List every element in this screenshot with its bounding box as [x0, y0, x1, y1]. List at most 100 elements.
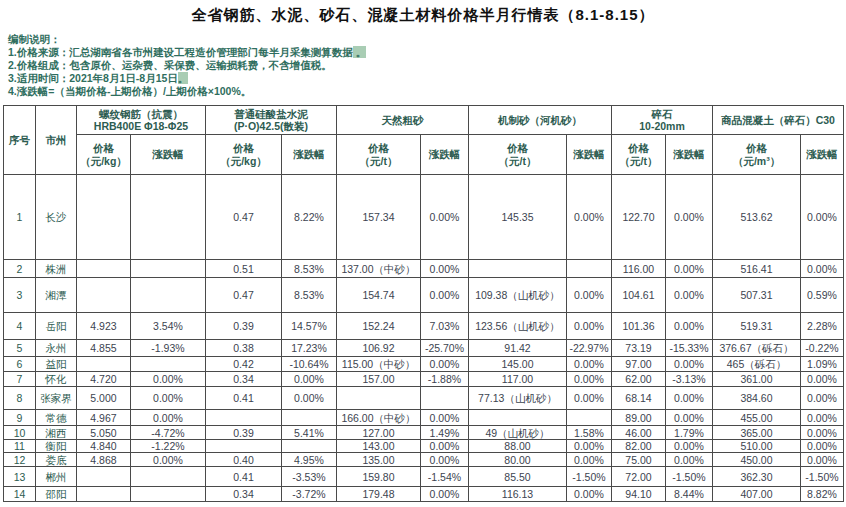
change-cell: -4.72% — [131, 426, 206, 440]
price-cell: 117.00 — [469, 372, 567, 387]
price-column-header: 价格（元/m³） — [713, 135, 801, 175]
change-column-header: 涨跌幅 — [567, 135, 612, 175]
table-row: 6益阳0.42-10.64%115.00（中砂）0.00%145.000.00%… — [4, 357, 844, 372]
price-cell: 89.00 — [612, 410, 666, 426]
price-cell: 519.31 — [713, 313, 801, 340]
table-header: 序号市州螺纹钢筋（抗震）HRB400E Φ18-Φ25普通硅酸盐水泥(P·O)4… — [4, 106, 844, 175]
material-group-title-line: 天然粗砂 — [382, 114, 424, 126]
price-cell: 407.00 — [713, 487, 801, 502]
price-cell: 145.00 — [469, 357, 567, 372]
row-number-cell: 14 — [4, 487, 36, 502]
price-cell — [469, 410, 567, 426]
change-cell: 0.00% — [666, 453, 713, 467]
change-cell: 0.00% — [801, 426, 844, 440]
price-header-line: 价格 — [368, 142, 389, 154]
change-cell: 0.00% — [666, 357, 713, 372]
price-cell: 97.00 — [612, 357, 666, 372]
change-cell: 5.41% — [282, 426, 337, 440]
change-cell: 0.00% — [801, 372, 844, 387]
change-column-header: 涨跌幅 — [282, 135, 337, 175]
price-cell: 465（砾石） — [713, 357, 801, 372]
table-row: 5永州4.855-1.93%0.3817.23%106.92-25.70%91.… — [4, 340, 844, 357]
city-cell: 娄底 — [36, 453, 77, 467]
change-cell: 0.00% — [801, 410, 844, 426]
change-cell: 8.53% — [282, 278, 337, 313]
price-cell: 4.720 — [77, 372, 131, 387]
change-cell: 0.00% — [421, 453, 469, 467]
price-cell: 0.47 — [206, 278, 282, 313]
city-cell: 岳阳 — [36, 313, 77, 340]
notes-list: 1.价格来源：汇总湖南省各市州建设工程造价管理部门每半月采集测算数据 。2.价格… — [8, 46, 846, 98]
change-cell: 0.00% — [801, 440, 844, 453]
city-cell: 益阳 — [36, 357, 77, 372]
table-row: 10湘西5.050-4.72%0.395.41%127.001.49%49（山机… — [4, 426, 844, 440]
change-cell: 4.95% — [282, 453, 337, 467]
price-cell: 4.840 — [77, 440, 131, 453]
price-cell: 4.967 — [77, 410, 131, 426]
change-cell: -1.50% — [666, 467, 713, 487]
price-cell — [469, 260, 567, 278]
price-cell: 159.80 — [337, 467, 421, 487]
change-cell: 7.03% — [421, 313, 469, 340]
price-header-line: 价格 — [507, 142, 528, 154]
change-cell: -3.53% — [282, 467, 337, 487]
change-cell: 1.79% — [666, 426, 713, 440]
city-cell: 长沙 — [36, 175, 77, 260]
change-cell: -1.22% — [131, 440, 206, 453]
change-cell: 0.00% — [801, 175, 844, 260]
col-header-serial: 序号 — [4, 106, 36, 175]
price-cell: 104.61 — [612, 278, 666, 313]
table-row: 2株洲0.518.53%137.00（中砂）0.00%116.000.00%51… — [4, 260, 844, 278]
note-text: 1.价格来源：汇总湖南省各市州建设工程造价管理部门每半月采集测算数据 — [8, 46, 353, 58]
price-cell: 157.00 — [337, 372, 421, 387]
price-cell: 4.868 — [77, 453, 131, 467]
price-cell: 152.24 — [337, 313, 421, 340]
price-cell: 75.00 — [612, 453, 666, 467]
price-cell — [206, 440, 282, 453]
change-cell: 8.22% — [282, 175, 337, 260]
price-header-line: 价格 — [628, 142, 649, 154]
price-cell: 85.50 — [469, 467, 567, 487]
note-line: 4.涨跌幅=（当期价格-上期价格）/上期价格×100%。 — [8, 85, 846, 98]
price-cell: 109.38（山机砂） — [469, 278, 567, 313]
price-cell: 384.60 — [713, 387, 801, 410]
price-cell: 0.41 — [206, 467, 282, 487]
row-number-cell: 2 — [4, 260, 36, 278]
change-column-header: 涨跌幅 — [801, 135, 844, 175]
city-cell: 衡阳 — [36, 440, 77, 453]
change-cell: 0.00% — [131, 453, 206, 467]
row-number-cell: 6 — [4, 357, 36, 372]
price-cell: 101.36 — [612, 313, 666, 340]
price-header-line: （元/m³） — [733, 155, 780, 167]
change-cell: -10.64% — [282, 357, 337, 372]
table-row: 1长沙0.478.22%157.340.00%145.350.00%122.70… — [4, 175, 844, 260]
table-row: 13郴州0.41-3.53%159.80-1.54%85.50-1.50%72.… — [4, 467, 844, 487]
change-cell: 0.00% — [567, 387, 612, 410]
change-cell: -1.50% — [801, 467, 844, 487]
price-cell: 72.00 — [612, 467, 666, 487]
change-cell: -1.88% — [421, 372, 469, 387]
change-cell: 0.00% — [421, 487, 469, 502]
price-cell: 0.39 — [206, 313, 282, 340]
price-cell: 361.00 — [713, 372, 801, 387]
note-text: 4.涨跌幅=（当期价格-上期价格）/上期价格×100%。 — [8, 85, 251, 97]
price-cell: 127.00 — [337, 426, 421, 440]
price-cell — [77, 175, 131, 260]
note-line: 2.价格组成：包含原价、运杂费、采保费、运输损耗费，不含增值税。 — [8, 59, 846, 72]
price-cell: 376.67（砾石） — [713, 340, 801, 357]
change-cell: -0.22% — [801, 340, 844, 357]
material-group-header: 商品混凝土（碎石）C30 — [713, 106, 844, 135]
change-cell: 0.00% — [666, 278, 713, 313]
price-cell: 0.39 — [206, 426, 282, 440]
change-cell: 0.00% — [567, 440, 612, 453]
header-group-row: 序号市州螺纹钢筋（抗震）HRB400E Φ18-Φ25普通硅酸盐水泥(P·O)4… — [4, 106, 844, 135]
change-cell: 0.00% — [421, 175, 469, 260]
price-cell: 455.00 — [713, 410, 801, 426]
material-group-title-line: HRB400E Φ18-Φ25 — [94, 120, 188, 132]
price-cell: 82.00 — [612, 440, 666, 453]
price-cell: 154.74 — [337, 278, 421, 313]
price-cell: 507.31 — [713, 278, 801, 313]
price-cell: 116.13 — [469, 487, 567, 502]
row-number-cell: 10 — [4, 426, 36, 440]
change-cell: 0.00% — [567, 278, 612, 313]
